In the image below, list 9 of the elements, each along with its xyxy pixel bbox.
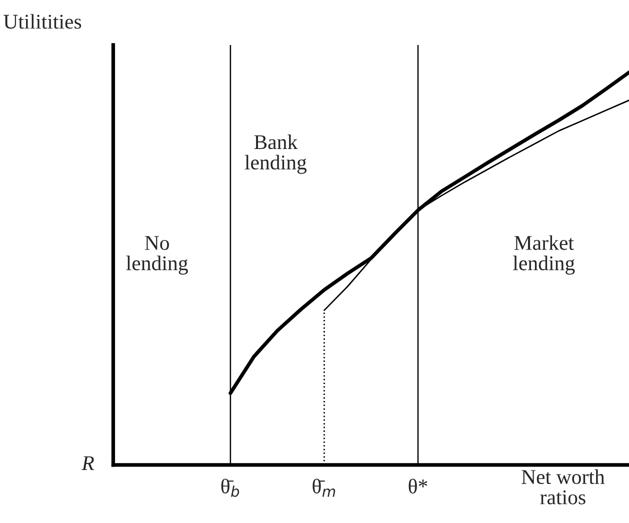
- annotation: Bank lending: [244, 134, 307, 174]
- x-tick-label: θ̄$_{b}$: [221, 478, 240, 497]
- y-axis-title: Utilitities: [4, 14, 82, 29]
- annotation: No lending: [126, 236, 188, 275]
- x-tick-label: θ̄$_{m}$: [312, 478, 336, 497]
- text: R: [82, 456, 94, 470]
- x-tick-label: θ*: [408, 478, 428, 494]
- annotation: Market lending: [513, 235, 575, 275]
- x-axis-title: Net worth ratios: [522, 469, 605, 504]
